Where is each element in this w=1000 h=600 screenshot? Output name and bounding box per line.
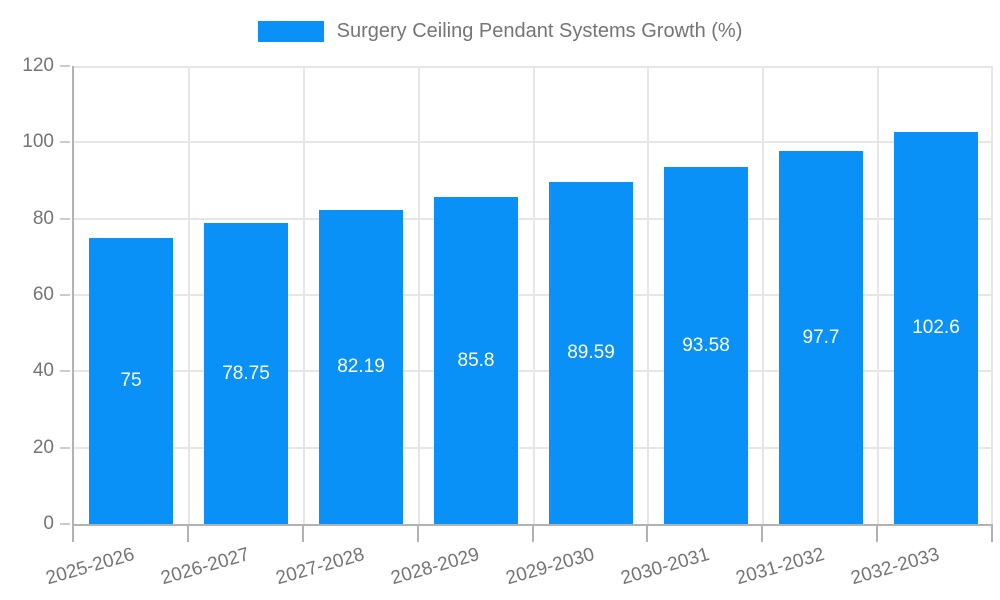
x-axis-tick xyxy=(646,526,648,542)
y-axis-label: 0 xyxy=(43,513,54,534)
y-axis-tick xyxy=(60,523,70,525)
gridline-vertical xyxy=(877,66,879,524)
y-axis-tick xyxy=(60,65,70,67)
y-axis-label: 120 xyxy=(22,55,54,76)
gridline-vertical xyxy=(188,66,190,524)
y-axis-label: 60 xyxy=(32,284,54,305)
bar-value-label: 89.59 xyxy=(567,342,615,363)
bar[interactable]: 78.75 xyxy=(204,223,288,524)
bar-value-label: 102.6 xyxy=(912,317,960,338)
gridline-vertical xyxy=(991,66,993,524)
bar-value-label: 78.75 xyxy=(222,362,270,384)
x-axis-tick xyxy=(72,526,74,542)
legend-item[interactable]: Surgery Ceiling Pendant Systems Growth (… xyxy=(257,20,743,43)
y-axis-tick xyxy=(60,447,70,449)
gridline-vertical xyxy=(647,66,649,524)
legend-label: Surgery Ceiling Pendant Systems Growth (… xyxy=(336,20,743,42)
y-axis-tick xyxy=(60,294,70,296)
bar[interactable]: 93.58 xyxy=(664,167,748,524)
bar[interactable]: 82.19 xyxy=(319,210,403,524)
x-axis-tick xyxy=(532,526,534,542)
bar[interactable]: 85.8 xyxy=(434,197,518,524)
x-axis-tick xyxy=(876,526,878,542)
bar[interactable]: 97.7 xyxy=(779,151,863,524)
x-axis-tick xyxy=(187,526,189,542)
legend: Surgery Ceiling Pendant Systems Growth (… xyxy=(0,20,1000,43)
bar-value-label: 82.19 xyxy=(337,356,385,377)
bar[interactable]: 75 xyxy=(89,238,173,524)
gridline-vertical xyxy=(418,66,420,524)
y-axis-tick xyxy=(60,141,70,143)
bar-value-label: 97.7 xyxy=(802,326,840,348)
x-axis-tick xyxy=(302,526,304,542)
gridline-vertical xyxy=(303,66,305,524)
y-axis-label: 20 xyxy=(32,437,54,458)
legend-swatch xyxy=(257,21,324,42)
bar-value-label: 85.8 xyxy=(457,349,495,371)
y-axis-tick xyxy=(60,370,70,372)
x-axis-tick xyxy=(417,526,419,542)
plot-area: 75 78.75 82.19 85.8 89.59 93.58 97.7 102.6 xyxy=(72,66,993,526)
gridline-vertical xyxy=(762,66,764,524)
bar[interactable]: 102.6 xyxy=(894,132,978,524)
x-axis-tick xyxy=(761,526,763,542)
bar-value-label: 75 xyxy=(120,370,142,391)
bar[interactable]: 89.59 xyxy=(549,182,633,524)
gridline-vertical xyxy=(533,66,535,524)
y-axis-label: 80 xyxy=(32,208,54,229)
bar-value-label: 93.58 xyxy=(682,334,730,356)
y-axis-tick xyxy=(60,218,70,220)
y-axis-label: 100 xyxy=(22,131,54,152)
x-axis-tick xyxy=(991,526,993,542)
y-axis-label: 40 xyxy=(32,360,54,381)
